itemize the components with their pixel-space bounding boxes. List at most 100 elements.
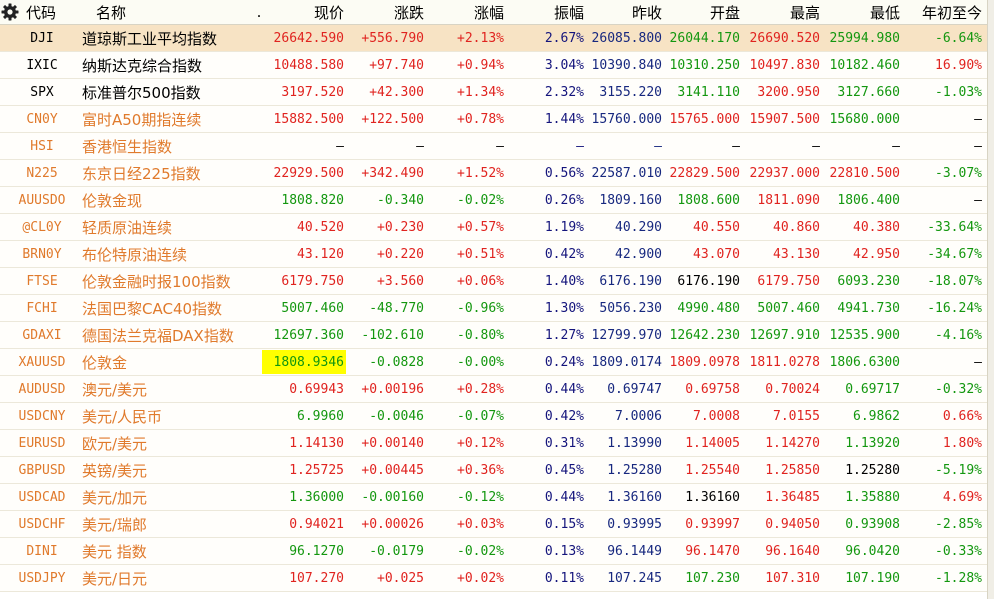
cell-change-pct: +0.06% (457, 273, 504, 289)
cell-open: 4990.480 (677, 300, 740, 316)
cell-low: 15680.000 (829, 111, 900, 127)
cell-name: 东京日经225指数 (82, 164, 201, 183)
col-header-amplitude[interactable]: 振幅 (553, 3, 584, 22)
sort-indicator: . (256, 3, 262, 21)
table-row[interactable]: FCHI 法国巴黎CAC40指数 5007.460 -48.770 -0.96% 1.30… (0, 295, 994, 322)
cell-prev-close: – (654, 138, 662, 154)
cell-low: 12535.900 (829, 327, 900, 343)
cell-change-pct: +0.03% (457, 516, 504, 532)
cell-ytd: – (974, 192, 982, 208)
cell-open: 22829.500 (669, 165, 740, 181)
table-row[interactable]: USDCNY 美元/人民币 6.9960 -0.0046 -0.07% 0.42% 7.00… (0, 403, 994, 430)
cell-low: 4941.730 (837, 300, 900, 316)
cell-ytd: – (974, 111, 982, 127)
gear-icon[interactable] (1, 3, 19, 21)
table-row[interactable]: AUDUSD 澳元/美元 0.69943 +0.00196 +0.28% 0.44% 0.6… (0, 376, 994, 403)
cell-price: 40.520 (297, 219, 344, 235)
cell-amplitude: 0.42% (544, 408, 584, 424)
cell-code: XAUUSD (18, 354, 66, 370)
table-row[interactable]: BRN0Y 布伦特原油连续 43.120 +0.220 +0.51% 0.42% 42.90… (0, 241, 994, 268)
cell-change-pct: -0.07% (457, 408, 504, 424)
cell-change: +3.560 (377, 273, 424, 289)
cell-price: 10488.580 (273, 57, 344, 73)
cell-code: USDCNY (18, 408, 66, 424)
cell-ytd: -5.19% (935, 462, 982, 478)
col-header-ytd[interactable]: 年初至今 (921, 3, 982, 22)
table-row[interactable]: EURUSD 欧元/美元 1.14130 +0.00140 +0.12% 0.31% 1.1… (0, 430, 994, 457)
cell-ytd: 16.90% (935, 57, 982, 73)
col-header-change-pct[interactable]: 涨幅 (473, 3, 504, 22)
cell-code: DJI (30, 30, 54, 46)
col-header-code[interactable]: 代码 (26, 3, 57, 22)
cell-high: 7.0155 (773, 408, 820, 424)
cell-code: USDCAD (18, 489, 66, 505)
cell-change: +0.230 (377, 219, 424, 235)
cell-code: SPX (30, 84, 54, 100)
table-row[interactable]: FTSE 伦敦金融时报100指数 6179.750 +3.560 +0.06% 1.40%… (0, 268, 994, 295)
table-row[interactable]: USDJPY 美元/日元 107.270 +0.025 +0.02% 0.11% 107.2… (0, 565, 994, 592)
cell-prev-close: 26085.800 (591, 30, 662, 46)
table-row[interactable]: N225 东京日经225指数 22929.500 +342.490 +1.52% 0.56… (0, 160, 994, 187)
cell-high: 3200.950 (757, 84, 820, 100)
cell-code: GDAXI (22, 327, 62, 343)
table-row[interactable]: CN0Y 富时A50期指连续 15882.500 +122.500 +0.78% 1.44… (0, 106, 994, 133)
col-header-price[interactable]: 现价 (313, 3, 344, 22)
col-header-prev-close[interactable]: 昨收 (631, 3, 662, 22)
cell-change-pct: -0.02% (457, 192, 504, 208)
col-header-open[interactable]: 开盘 (709, 3, 740, 22)
table-row[interactable]: GBPUSD 英镑/美元 1.25725 +0.00445 +0.36% 0.45% 1.2… (0, 457, 994, 484)
cell-price: 6.9960 (297, 408, 344, 424)
table-row[interactable]: USDCAD 美元/加元 1.36000 -0.00160 -0.12% 0.44% 1.3… (0, 484, 994, 511)
cell-amplitude: 1.27% (544, 327, 584, 343)
table-row[interactable]: AUUSDO 伦敦金现 1808.820 -0.340 -0.02% 0.26% 1809.… (0, 187, 994, 214)
table-row[interactable]: USDCHF 美元/瑞郎 0.94021 +0.00026 +0.03% 0.15% 0.9… (0, 511, 994, 538)
cell-low: 3127.660 (837, 84, 900, 100)
cell-amplitude: 0.15% (544, 516, 584, 532)
cell-change-pct: -0.80% (457, 327, 504, 343)
cell-low: 107.190 (845, 570, 900, 586)
cell-name: 美元/瑞郎 (82, 515, 148, 534)
cell-name: 伦敦金 (82, 353, 128, 372)
cell-change-pct: +0.51% (457, 246, 504, 262)
cell-price: 3197.520 (281, 84, 344, 100)
cell-amplitude: 2.67% (544, 30, 584, 46)
cell-change-pct: +0.94% (457, 57, 504, 73)
cell-ytd: -0.32% (935, 381, 982, 397)
table-row[interactable]: GDAXI 德国法兰克福DAX指数 12697.360 -102.610 -0.80% 1… (0, 322, 994, 349)
cell-code: BRN0Y (22, 246, 62, 262)
table-row[interactable]: XAUUSD 伦敦金 1808.9346 -0.0828 -0.00% 0.24% 1809… (0, 349, 994, 376)
cell-amplitude: 0.31% (544, 435, 584, 451)
cell-name: 道琼斯工业平均指数 (82, 29, 218, 48)
scrollbar[interactable] (987, 0, 994, 599)
cell-prev-close: 5056.230 (599, 300, 662, 316)
cell-amplitude: 0.26% (544, 192, 584, 208)
col-header-change[interactable]: 涨跌 (393, 3, 424, 22)
cell-prev-close: 40.290 (615, 219, 662, 235)
cell-low: 10182.460 (829, 57, 900, 73)
cell-open: 15765.000 (669, 111, 740, 127)
cell-open: 1.36160 (685, 489, 740, 505)
table-row[interactable]: SPX 标准普尔500指数 3197.520 +42.300 +1.34% 2.32% 31… (0, 79, 994, 106)
cell-low: 42.950 (853, 246, 900, 262)
table-row[interactable]: IXIC 纳斯达克综合指数 10488.580 +97.740 +0.94% 3.04% 1… (0, 52, 994, 79)
cell-amplitude: 1.30% (544, 300, 584, 316)
cell-change: -0.00160 (361, 489, 424, 505)
cell-prev-close: 3155.220 (599, 84, 662, 100)
col-header-name[interactable]: 名称 (96, 3, 127, 22)
table-row[interactable]: DJI 道琼斯工业平均指数 26642.590 +556.790 +2.13% 2.67%… (0, 25, 994, 52)
cell-change: +0.00445 (361, 462, 424, 478)
table-row[interactable]: @CL0Y 轻质原油连续 40.520 +0.230 +0.57% 1.19% 40.290… (0, 214, 994, 241)
cell-amplitude: 0.44% (544, 381, 584, 397)
cell-code: @CL0Y (22, 219, 62, 235)
col-header-high[interactable]: 最高 (789, 3, 820, 22)
table-row[interactable]: HSI 香港恒生指数 – – – – – – – – – (0, 133, 994, 160)
cell-ytd: -1.28% (935, 570, 982, 586)
cell-change: +97.740 (369, 57, 424, 73)
cell-change-pct: +0.36% (457, 462, 504, 478)
col-header-low[interactable]: 最低 (869, 3, 900, 22)
cell-change: +556.790 (361, 30, 424, 46)
cell-open: 1.25540 (685, 462, 740, 478)
cell-high: – (812, 138, 820, 154)
table-row[interactable]: DINI 美元 指数 96.1270 -0.0179 -0.02% 0.13% 96.144… (0, 538, 994, 565)
